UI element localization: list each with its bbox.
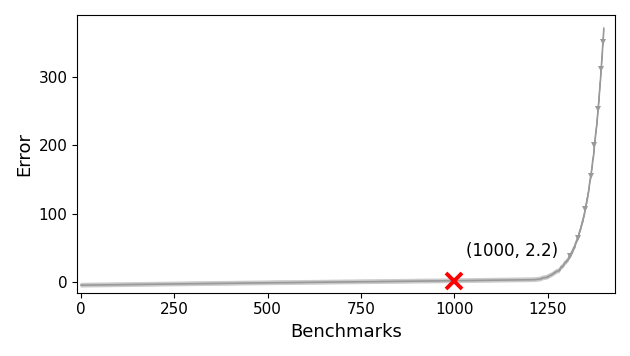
Y-axis label: Error: Error	[15, 132, 33, 176]
X-axis label: Benchmarks: Benchmarks	[290, 323, 402, 341]
Text: (1000, 2.2): (1000, 2.2)	[466, 242, 558, 260]
